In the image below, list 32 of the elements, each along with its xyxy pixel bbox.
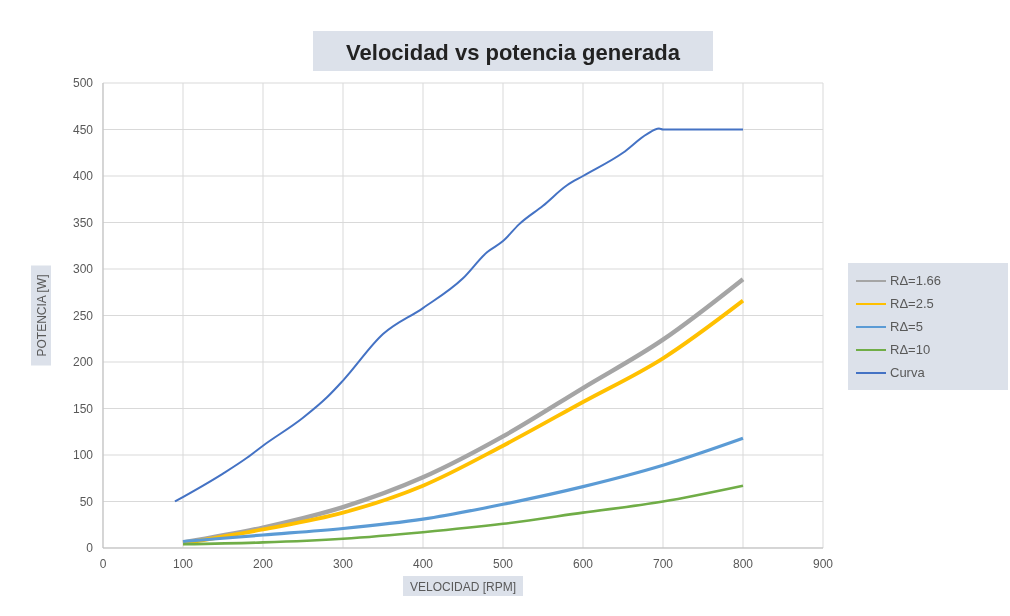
legend-label: RΔ=10 <box>890 342 931 357</box>
x-tick-label: 800 <box>732 557 754 571</box>
y-tick-label: 350 <box>72 215 94 230</box>
line-series <box>181 436 745 544</box>
x-tick-label: 0 <box>99 557 107 571</box>
x-tick-label: 900 <box>812 557 834 571</box>
x-tick-label: 200 <box>252 557 274 571</box>
x-tick-label: 300 <box>332 557 354 571</box>
y-tick-label: 200 <box>72 355 94 369</box>
y-tick-label: 250 <box>72 308 94 323</box>
y-tick-label: 0 <box>86 541 94 555</box>
x-axis-title: VELOCIDAD [RPM] <box>409 580 517 594</box>
y-axis-title: POTENCIA [W] <box>35 274 49 357</box>
y-tick-label: 400 <box>72 169 94 183</box>
line-series <box>174 127 744 503</box>
legend-label: RΔ=1.66 <box>890 273 941 288</box>
y-tick-label: 50 <box>79 494 94 509</box>
x-tick-label: 400 <box>412 557 434 571</box>
x-tick-label: 600 <box>572 557 594 571</box>
line-series <box>181 484 745 546</box>
legend-label: Curva <box>890 365 926 380</box>
x-tick-label: 500 <box>492 557 514 571</box>
y-tick-label: 150 <box>72 401 94 416</box>
legend-label: RΔ=5 <box>890 319 923 334</box>
y-tick-label: 300 <box>72 262 94 276</box>
y-tick-label: 500 <box>72 76 94 90</box>
y-tick-label: 100 <box>72 448 94 462</box>
x-tick-label: 700 <box>652 557 674 571</box>
legend-label: RΔ=2.5 <box>890 296 934 311</box>
x-tick-label: 100 <box>172 557 194 571</box>
chart-title: Velocidad vs potencia generada <box>346 40 681 65</box>
y-tick-label: 450 <box>72 122 94 137</box>
